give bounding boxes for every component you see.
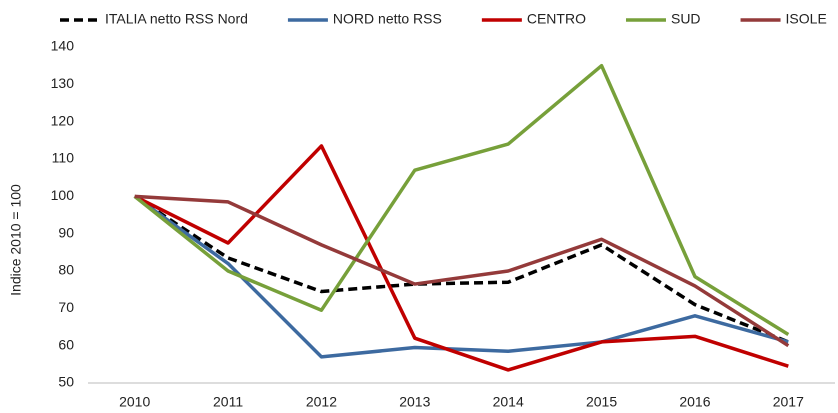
y-tick-label: 140 [51, 38, 75, 54]
y-tick-label: 60 [58, 336, 74, 352]
series-line [133, 63, 790, 336]
x-tick-label: 2011 [213, 394, 243, 410]
y-tick-label: 80 [58, 262, 74, 278]
y-tick-label: 50 [58, 374, 74, 390]
legend-label: NORD netto RSS [333, 11, 442, 27]
y-axis-label: Indice 2010 = 100 [8, 184, 24, 296]
x-tick-label: 2014 [493, 394, 524, 410]
y-tick-label: 120 [51, 112, 75, 128]
x-tick-label: 2016 [679, 394, 710, 410]
y-tick-label: 90 [58, 224, 74, 240]
legend-label: CENTRO [527, 11, 586, 27]
y-tick-label: 70 [58, 299, 74, 315]
series-line [133, 144, 789, 372]
legend-label: ITALIA netto RSS Nord [105, 11, 248, 27]
y-tick-label: 100 [51, 187, 75, 203]
legend-label: ISOLE [786, 11, 827, 27]
x-tick-label: 2010 [119, 394, 150, 410]
x-tick-label: 2013 [399, 394, 430, 410]
y-tick-label: 110 [52, 150, 75, 166]
x-tick-label: 2012 [306, 394, 337, 410]
series-line [133, 194, 789, 344]
legend-label: SUD [671, 11, 701, 27]
x-tick-label: 2015 [586, 394, 617, 410]
series-line [134, 194, 790, 348]
y-tick-label: 130 [51, 75, 75, 91]
x-tick-label: 2017 [773, 394, 804, 410]
